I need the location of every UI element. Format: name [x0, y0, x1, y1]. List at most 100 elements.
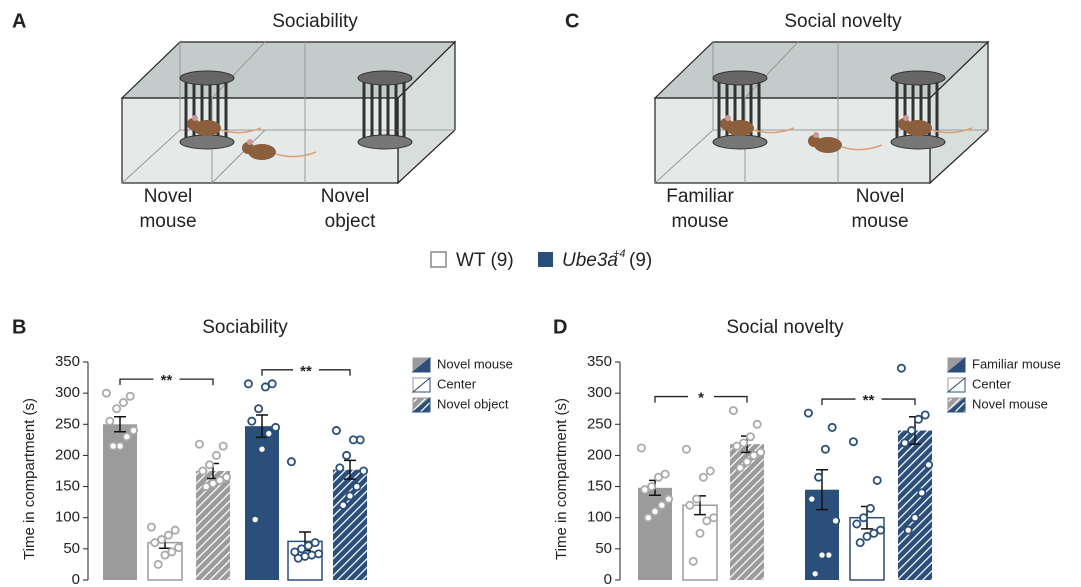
panel-letter: B [12, 316, 26, 338]
significance-label: ** [863, 392, 875, 409]
data-point [260, 382, 270, 392]
panel-letter: C [565, 10, 579, 32]
data-point [198, 466, 208, 476]
significance-label: ** [300, 363, 312, 380]
data-point [852, 519, 862, 529]
data-point [752, 419, 762, 429]
data-point [170, 525, 180, 535]
panel-title: Sociability [272, 11, 358, 32]
legend-swatch [946, 376, 966, 393]
data-point [105, 416, 115, 426]
bar [898, 430, 932, 580]
data-point [735, 463, 745, 473]
data-point [352, 482, 362, 492]
data-point [827, 422, 837, 432]
error-bar [344, 459, 356, 480]
bar [730, 444, 764, 580]
data-point [820, 444, 830, 454]
label: Novel [856, 186, 905, 207]
data-point [698, 472, 708, 482]
data-point [643, 513, 653, 523]
data-point [913, 414, 923, 424]
data-point [359, 466, 369, 476]
legend-label: Novel mouse [437, 356, 513, 371]
data-point [859, 513, 869, 523]
data-point [146, 522, 156, 532]
data-point [211, 450, 221, 460]
legend-swatch [946, 356, 966, 373]
legend-label: Novel object [437, 396, 509, 411]
data-point [254, 404, 264, 414]
data-point [163, 530, 173, 540]
data-point [125, 391, 135, 401]
legend-superscript: +4 [613, 248, 626, 260]
panel-letter: D [553, 316, 567, 338]
data-point [692, 494, 702, 504]
data-point [664, 494, 674, 504]
data-point [810, 569, 820, 579]
legend-label: WT (9) [456, 250, 514, 271]
data-point [345, 491, 355, 501]
data-point [271, 422, 281, 432]
data-point [865, 503, 875, 513]
data-point [101, 388, 111, 398]
label: object [325, 211, 376, 232]
bracket-gap [293, 363, 319, 376]
y-tick-label: 300 [587, 384, 612, 401]
label: mouse [671, 211, 728, 232]
data-point [150, 538, 160, 548]
bar [333, 469, 367, 580]
data-point [348, 435, 358, 445]
illustration-a [120, 40, 457, 185]
y-tick-label: 150 [587, 478, 612, 495]
data-point [907, 426, 917, 436]
bracket-gap [688, 390, 714, 403]
data-point [749, 450, 759, 460]
data-point [814, 472, 824, 482]
significance-label: * [698, 390, 704, 407]
data-point [342, 450, 352, 460]
data-point [685, 500, 695, 510]
data-point [848, 437, 858, 447]
legend-label: Ube3a [562, 250, 618, 271]
bracket-gap [855, 393, 882, 406]
data-point [247, 416, 257, 426]
label: mouse [851, 211, 908, 232]
data-point [705, 466, 715, 476]
data-point [702, 516, 712, 526]
data-point [742, 457, 752, 467]
data-point [205, 460, 215, 470]
data-point [153, 559, 163, 569]
legend-swatch [411, 376, 431, 393]
data-point [174, 543, 184, 553]
legend-label: (9) [629, 250, 652, 271]
data-point [194, 439, 204, 449]
data-point [338, 500, 348, 510]
error-bar [256, 414, 268, 439]
data-point [803, 408, 813, 418]
data-point [732, 441, 742, 451]
data-point [681, 444, 691, 454]
significance-label: ** [161, 372, 173, 389]
data-point [900, 438, 910, 448]
y-tick-label: 300 [55, 384, 80, 401]
panel-title: Social novelty [784, 11, 902, 32]
data-point [112, 404, 122, 414]
legend-label: Novel mouse [972, 396, 1048, 411]
label: mouse [139, 211, 196, 232]
legend-swatch [430, 251, 447, 268]
data-point [335, 463, 345, 473]
chart-title: Sociability [202, 317, 288, 338]
y-tick-label: 100 [55, 509, 80, 526]
data-point [745, 432, 755, 442]
data-point [695, 528, 705, 538]
legend-swatch [411, 356, 431, 373]
data-point [657, 500, 667, 510]
y-tick-label: 350 [55, 353, 80, 370]
data-point [917, 488, 927, 498]
data-point [257, 444, 267, 454]
data-point [831, 516, 841, 526]
data-point [910, 513, 920, 523]
data-point [862, 531, 872, 541]
